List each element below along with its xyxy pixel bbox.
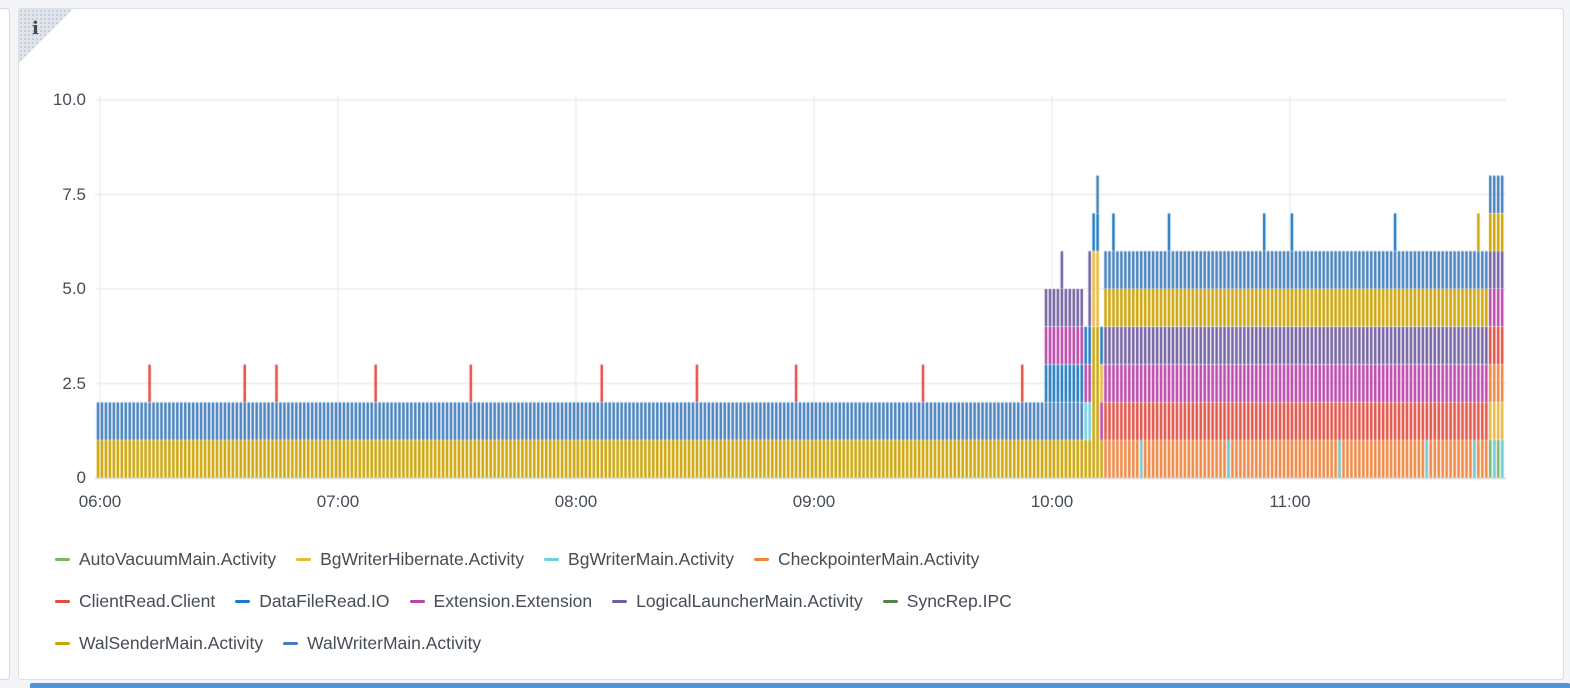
legend-color-dash-icon — [55, 641, 70, 645]
legend-item-label: WalWriterMain.Activity — [307, 632, 482, 653]
legend-item-syncrep-ipc[interactable]: SyncRep.IPC — [882, 590, 1012, 612]
legend-color-dash-icon — [754, 557, 770, 561]
x-tick-label: 09:00 — [792, 492, 836, 511]
legend-item-walsendermain-activity[interactable]: WalSenderMain.Activity — [55, 633, 263, 654]
next-panel-top-edge — [30, 683, 1570, 688]
legend-item-autovacuummain-activity[interactable]: AutoVacuumMain.Activity — [55, 549, 276, 570]
x-tick-label: 11:00 — [1269, 492, 1311, 511]
legend-item-bgwritermain-activity[interactable]: BgWriterMain.Activity — [544, 549, 734, 570]
x-tick-label: 06:00 — [78, 492, 122, 511]
legend-item-bgwriterhibernate-activity[interactable]: BgWriterHibernate.Activity — [296, 549, 524, 570]
x-tick-label: 10:00 — [1030, 492, 1074, 511]
y-tick-label: 7.5 — [62, 184, 86, 204]
legend-item-logicallaunchermain-activity[interactable]: LogicalLauncherMain.Activity — [612, 591, 863, 612]
legend-color-dash-icon — [544, 557, 560, 561]
x-tick-label: 08:00 — [554, 492, 598, 511]
legend-item-label: DataFileRead.IO — [259, 590, 390, 611]
y-tick-label: 10.0 — [52, 90, 86, 109]
legend-color-dash-icon — [283, 641, 299, 645]
legend-item-label: BgWriterHibernate.Activity — [320, 548, 525, 569]
legend-color-dash-icon — [296, 557, 312, 561]
legend-item-label: Extension.Extension — [433, 590, 593, 611]
legend-item-label: CheckpointerMain.Activity — [778, 548, 980, 569]
x-tick-label: 07:00 — [316, 492, 360, 511]
legend-item-datafileread-io[interactable]: DataFileRead.IO — [235, 590, 390, 612]
legend-row: ClientRead.Client DataFileRead.IO Extensio… — [55, 580, 1475, 622]
legend-item-label: WalSenderMain.Activity — [79, 632, 264, 653]
legend-item-label: AutoVacuumMain.Activity — [79, 548, 277, 569]
legend: AutoVacuumMain.Activity BgWriterHibernate… — [55, 538, 1475, 664]
legend-row: WalSenderMain.Activity WalWriterMain.Acti… — [55, 622, 1475, 664]
legend-item-label: BgWriterMain.Activity — [568, 548, 735, 569]
legend-row: AutoVacuumMain.Activity BgWriterHibernate… — [55, 538, 1475, 580]
legend-item-label: ClientRead.Client — [79, 590, 216, 611]
legend-color-dash-icon — [882, 599, 898, 603]
legend-item-label: LogicalLauncherMain.Activity — [636, 590, 863, 611]
legend-color-dash-icon — [612, 599, 628, 603]
y-tick-label: 5.0 — [62, 279, 86, 298]
legend-item-clientread-client[interactable]: ClientRead.Client — [55, 591, 215, 612]
legend-item-extension-extension[interactable]: Extension.Extension — [409, 590, 593, 612]
legend-color-dash-icon — [55, 557, 70, 561]
legend-item-checkpointermain-activity[interactable]: CheckpointerMain.Activity — [754, 549, 979, 570]
y-tick-label: 2.5 — [62, 373, 86, 393]
legend-item-label: SyncRep.IPC — [906, 590, 1012, 611]
legend-color-dash-icon — [235, 599, 251, 603]
legend-item-walwritermain-activity[interactable]: WalWriterMain.Activity — [283, 633, 481, 654]
y-tick-label: 0 — [76, 468, 86, 487]
legend-color-dash-icon — [409, 599, 425, 603]
legend-color-dash-icon — [55, 599, 70, 603]
